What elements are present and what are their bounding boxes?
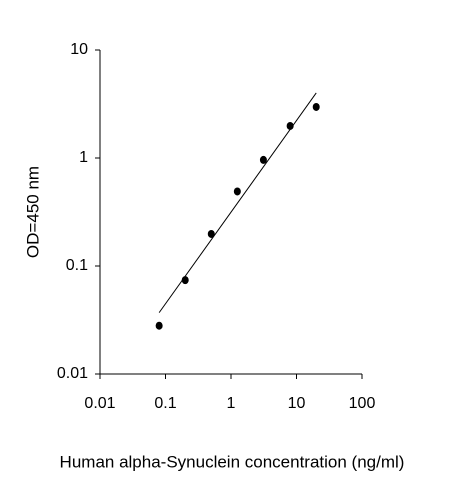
data-point — [259, 155, 267, 164]
x-tick-label: 0.1 — [154, 395, 176, 412]
y-tick-label: 0.1 — [66, 257, 88, 274]
y-tick-label: 0.01 — [57, 365, 88, 382]
x-tick-label: 10 — [288, 395, 306, 412]
x-tick-label: 1 — [227, 395, 236, 412]
x-axis-label: Human alpha-Synuclein concentration (ng/… — [60, 452, 405, 471]
y-axis-label: OD=450 nm — [23, 166, 42, 258]
data-point — [233, 187, 241, 196]
y-tick-label: 10 — [70, 41, 88, 58]
x-tick-label: 100 — [349, 395, 376, 412]
data-point — [155, 321, 163, 330]
data-point — [312, 102, 320, 111]
data-point — [181, 276, 189, 285]
data-point — [286, 121, 294, 130]
y-tick-label: 1 — [79, 149, 88, 166]
data-point — [207, 229, 215, 238]
x-tick-label: 0.01 — [84, 395, 115, 412]
